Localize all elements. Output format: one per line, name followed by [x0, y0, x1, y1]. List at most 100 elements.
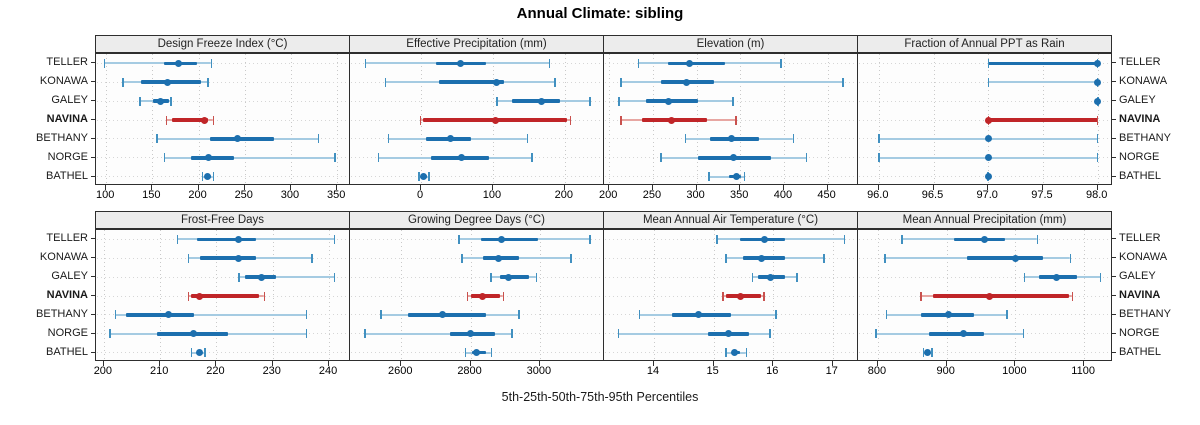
cap-5th: [163, 153, 166, 163]
axis-tick-label: 250: [642, 189, 662, 201]
h-gridline: [859, 100, 1111, 102]
median-dot: [479, 292, 487, 300]
median-dot: [944, 311, 952, 319]
cap-95th: [333, 234, 336, 244]
cap-95th: [1071, 291, 1074, 301]
axis-tick-label: 96.0: [867, 189, 889, 201]
v-gridline: [272, 230, 274, 360]
median-dot: [538, 97, 546, 105]
h-gridline: [97, 62, 349, 64]
category-tick: [1112, 156, 1116, 158]
median-dot: [235, 254, 243, 262]
h-gridline: [97, 176, 349, 178]
category-tick: [91, 238, 95, 240]
cap-95th: [792, 134, 795, 144]
cap-5th: [620, 115, 622, 125]
cap-95th: [333, 272, 336, 282]
median-dot: [473, 349, 481, 357]
panel-plot: [95, 53, 350, 185]
cap-95th: [1096, 115, 1099, 125]
site-label-navina: NAVINA: [46, 289, 88, 301]
box-25-75: [967, 256, 1043, 261]
cap-95th: [206, 77, 209, 87]
cap-95th: [526, 134, 529, 144]
axis-tick-label: 250: [234, 189, 253, 201]
cap-5th: [377, 153, 380, 163]
x-axis-caption: 5th-25th-50th-75th-95th Percentiles: [501, 390, 699, 404]
v-gridline: [740, 54, 742, 184]
median-dot: [165, 311, 173, 319]
median-dot: [498, 235, 506, 243]
v-gridline: [539, 230, 541, 360]
box-25-75: [511, 99, 560, 103]
median-dot: [235, 235, 243, 243]
axis-tick-label: 2600: [388, 365, 413, 377]
panel-header: Effective Precipitation (mm): [349, 35, 604, 53]
h-gridline: [97, 81, 349, 83]
axis-tick-label: 100: [482, 189, 502, 201]
axis-tick: [1041, 185, 1043, 190]
panel-header: Frost-Free Days: [95, 211, 350, 229]
category-tick: [91, 313, 95, 315]
cap-95th: [769, 329, 772, 339]
median-dot: [190, 330, 198, 338]
whisker-5-95: [618, 332, 771, 335]
v-gridline: [832, 230, 834, 360]
site-label-bethany: BETHANY: [1119, 307, 1171, 320]
v-gridline: [654, 230, 656, 360]
cap-95th: [334, 153, 337, 163]
panel-header: Fraction of Annual PPT as Rain: [857, 35, 1112, 53]
axis-tick: [420, 185, 422, 190]
cap-5th: [238, 272, 241, 282]
axis-tick-label: 900: [936, 365, 955, 377]
site-label-teller: TELLER: [46, 56, 88, 69]
cap-95th: [570, 253, 572, 263]
axis-tick: [987, 185, 989, 190]
cap-5th: [987, 77, 990, 87]
axis-tick: [243, 185, 245, 190]
cap-95th: [823, 253, 825, 263]
axis-tick: [491, 185, 493, 190]
whisker-5-95: [988, 81, 1098, 84]
cap-95th: [490, 348, 493, 358]
box-25-75: [209, 137, 275, 141]
cap-95th: [511, 329, 513, 339]
whisker-5-95: [238, 276, 335, 279]
category-tick: [1112, 137, 1116, 139]
cap-95th: [212, 115, 215, 125]
axis-tick-label: 3000: [526, 365, 552, 377]
cap-95th: [843, 234, 846, 244]
panel-plot: [349, 229, 604, 361]
cap-5th: [114, 310, 117, 320]
axis-tick-label: 0: [417, 189, 424, 201]
median-dot: [960, 330, 968, 338]
median-dot: [760, 235, 768, 243]
site-label-norge: NORGE: [1119, 150, 1160, 163]
cap-5th: [138, 96, 141, 106]
median-dot: [447, 135, 455, 143]
axis-tick: [653, 361, 655, 366]
v-gridline: [290, 54, 292, 184]
axis-tick-label: 350: [730, 189, 749, 201]
axis-tick-label: 200: [93, 365, 113, 377]
axis-tick-label: 14: [646, 365, 660, 377]
median-dot: [667, 116, 675, 124]
cap-5th: [156, 134, 159, 144]
axis-tick-label: 1100: [1071, 365, 1095, 377]
axis-tick: [782, 185, 784, 190]
category-tick: [91, 62, 95, 64]
cap-5th: [364, 58, 367, 68]
cap-5th: [364, 329, 366, 339]
category-tick: [91, 276, 95, 278]
site-label-konawa: KONAWA: [39, 251, 88, 264]
cap-95th: [305, 310, 308, 320]
category-tick: [91, 175, 95, 177]
axis-tick: [932, 185, 934, 190]
category-tick: [1112, 62, 1116, 64]
axis-tick-label: 97.5: [1031, 189, 1053, 201]
h-gridline: [351, 100, 603, 102]
site-label-konawa: KONAWA: [1119, 251, 1168, 264]
box-25-75: [500, 275, 530, 279]
median-dot: [980, 235, 988, 243]
median-dot: [1053, 273, 1061, 281]
